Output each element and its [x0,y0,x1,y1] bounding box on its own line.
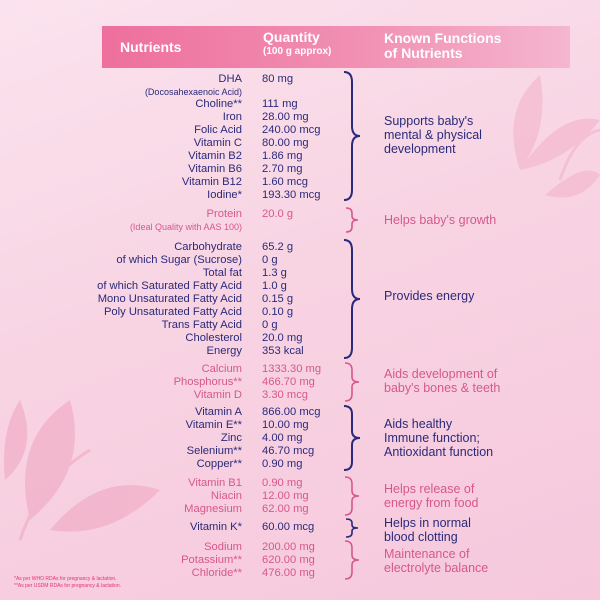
nutrient-name: Niacin [210,490,242,502]
nutrient-name: Energy [206,345,242,357]
function-text: Maintenance of electrolyte balance [384,547,489,575]
nutrient-qty: 353 kcal [262,345,304,357]
nutrient-name: Total fat [202,267,242,279]
nutrient-qty: 3.30 mcg [262,389,309,401]
nutrient-name: Vitamin K* [189,521,242,533]
brace-icon [344,476,360,516]
header-quantity: Quantity (100 g approx) [263,29,332,57]
table-header: Nutrients Quantity (100 g approx) Known … [102,26,570,68]
nutrient-name: Vitamin A [194,406,242,418]
nutrient-qty: 0.90 mg [262,477,303,489]
header-nutrients: Nutrients [120,39,182,55]
nutrient-name: DHA [218,73,242,85]
nutrient-name: Vitamin B1 [188,477,242,489]
nutrient-name: Zinc [220,432,242,444]
nutrient-qty: 1.0 g [262,280,287,292]
nutrient-qty: 80 mg [262,73,294,85]
brace-icon [343,405,361,471]
brace-icon [343,71,361,201]
footnote: **As per USDM RDAs for pregnancy & lacta… [14,583,121,589]
nutrient-name: Vitamin B2 [188,150,242,162]
nutrient-qty: 0.10 g [262,306,294,318]
brace-icon [344,540,360,580]
function-text: Supports baby's mental & physical develo… [384,114,482,156]
nutrient-qty: 240.00 mcg [262,124,321,136]
nutrient-qty: 620.00 mg [262,554,315,566]
nutrient-name: Folic Acid [194,124,242,136]
brace-icon [345,518,359,538]
nutrient-qty: 28.00 mg [262,111,309,123]
brace-icon [344,362,360,402]
function-text: Aids healthy Immune function; Antioxidan… [384,417,494,459]
nutrient-qty: 62.00 mg [262,503,309,515]
function-text: Helps release of energy from food [384,482,479,510]
function-text: Helps baby's growth [384,213,497,227]
nutrient-name: Trans Fatty Acid [161,319,242,331]
nutrient-name: Sodium [204,541,242,553]
nutrient-qty: 80.00 mg [262,137,309,149]
nutrient-qty: 46.70 mcg [262,445,315,457]
nutrient-name: Vitamin B12 [181,176,242,188]
nutrient-qty: 10.00 mg [262,419,309,431]
nutrient-name: Phosphorus** [173,376,242,388]
nutrient-name: Vitamin C [193,137,242,149]
nutrient-name: (Ideal Quality with AAS 100) [129,222,242,232]
nutrient-qty: 866.00 mcg [262,406,321,418]
nutrient-qty: 1.86 mg [262,150,303,162]
nutrient-qty: 20.0 g [262,208,294,220]
nutrient-qty: 12.00 mg [262,490,309,502]
nutrient-name: Vitamin D [193,389,242,401]
nutrient-name: Chloride** [191,567,242,579]
nutrient-name: (Docosahexaenoic Acid) [144,87,242,97]
nutrient-qty: 466.70 mg [262,376,315,388]
nutrient-name: Cholesterol [185,332,242,344]
nutrient-qty: 60.00 mcg [262,521,315,533]
nutrient-name: Carbohydrate [174,241,242,253]
nutrient-qty: 1.3 g [262,267,287,279]
nutrient-qty: 0.15 g [262,293,294,305]
header-quantity-sub: (100 g approx) [263,46,332,57]
nutrient-name: Copper** [196,458,242,470]
nutrient-name: Protein [206,208,242,220]
nutrient-name: Iodine* [207,189,242,201]
nutrient-name: Vitamin B6 [188,163,242,175]
brace-icon [345,207,359,233]
nutrient-name: Mono Unsaturated Fatty Acid [97,293,242,305]
nutrient-name: Potassium** [181,554,242,566]
nutrient-qty: 0 g [262,319,278,331]
nutrient-qty: 20.0 mg [262,332,303,344]
nutrient-name: Calcium [201,363,242,375]
nutrient-name: Choline** [195,98,242,110]
nutrient-qty: 0.90 mg [262,458,303,470]
brace-icon [343,239,361,359]
footnote: *As per WHO RDAs for pregnancy & lactati… [14,576,117,582]
nutrient-name: of which Saturated Fatty Acid [97,280,242,292]
nutrient-qty: 65.2 g [262,241,294,253]
header-functions: Known Functions of Nutrients [384,30,502,61]
nutrient-qty: 2.70 mg [262,163,303,175]
nutrient-name: Vitamin E** [185,419,242,431]
nutrient-qty: 111 mg [262,98,298,110]
function-text: Aids development of baby's bones & teeth [384,367,501,395]
nutrient-name: Selenium** [186,445,242,457]
nutrient-qty: 0 g [262,254,278,266]
nutrient-qty: 476.00 mg [262,567,315,579]
function-text: Helps in normal blood clotting [384,516,471,544]
nutrient-name: of which Sugar (Sucrose) [116,254,242,266]
nutrient-qty: 200.00 mg [262,541,315,553]
nutrient-qty: 193.30 mcg [262,189,321,201]
nutrient-qty: 4.00 mg [262,432,303,444]
function-text: Provides energy [384,289,475,303]
nutrient-name: Iron [222,111,242,123]
nutrient-name: Poly Unsaturated Fatty Acid [103,306,242,318]
nutrient-qty: 1333.30 mg [262,363,322,375]
nutrient-qty: 1.60 mcg [262,176,309,188]
nutrient-name: Magnesium [184,503,242,515]
